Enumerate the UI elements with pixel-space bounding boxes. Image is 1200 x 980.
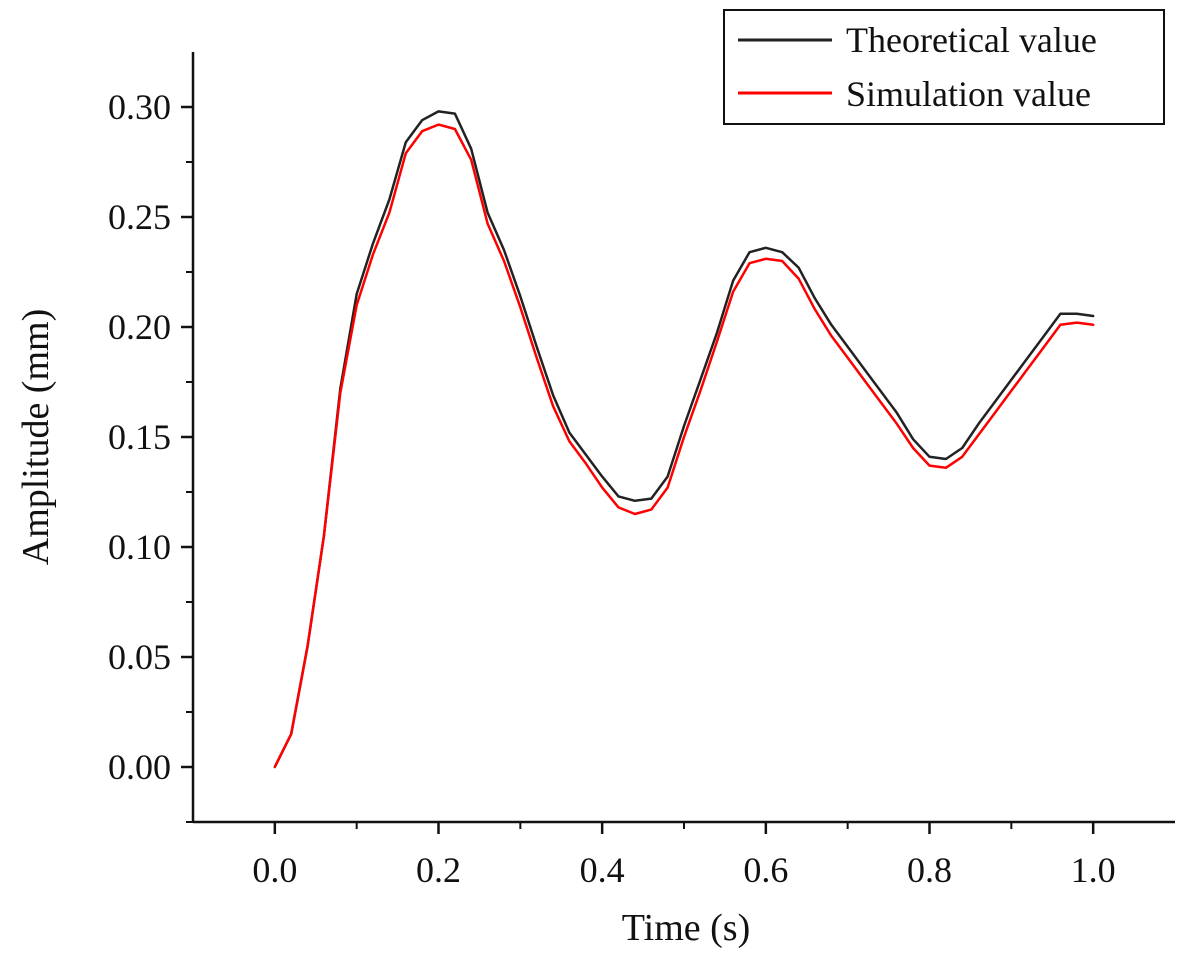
y-tick-label: 0.10 xyxy=(108,527,171,567)
x-tick-label: 0.0 xyxy=(252,850,297,890)
y-tick-label: 0.15 xyxy=(108,417,171,457)
legend-label-theoretical: Theoretical value xyxy=(846,20,1097,60)
simulation-value-line xyxy=(273,123,1095,769)
x-tick-label: 0.2 xyxy=(416,850,461,890)
y-tick-label: 0.25 xyxy=(108,197,171,237)
y-axis-ticks: 0.00 0.05 0.10 0.15 0.20 0.25 0.30 xyxy=(108,87,193,823)
y-tick-label: 0.05 xyxy=(108,637,171,677)
x-tick-label: 1.0 xyxy=(1071,850,1116,890)
x-axis-ticks: 0.0 0.2 0.4 0.6 0.8 1.0 xyxy=(252,822,1116,890)
y-tick-label: 0.00 xyxy=(108,747,171,787)
series-layer xyxy=(273,110,1095,769)
y-tick-label: 0.30 xyxy=(108,87,171,127)
x-tick-label: 0.4 xyxy=(580,850,625,890)
legend-label-simulation: Simulation value xyxy=(846,74,1091,114)
legend-box xyxy=(723,9,1165,125)
legend: Theoretical value Simulation value xyxy=(723,9,1165,125)
x-tick-label: 0.6 xyxy=(743,850,788,890)
y-tick-label: 0.20 xyxy=(108,307,171,347)
theoretical-value-line xyxy=(273,110,1095,769)
x-tick-label: 0.8 xyxy=(907,850,952,890)
x-axis-title: Time (s) xyxy=(622,907,750,949)
y-axis-title: Amplitude (mm) xyxy=(15,309,57,565)
